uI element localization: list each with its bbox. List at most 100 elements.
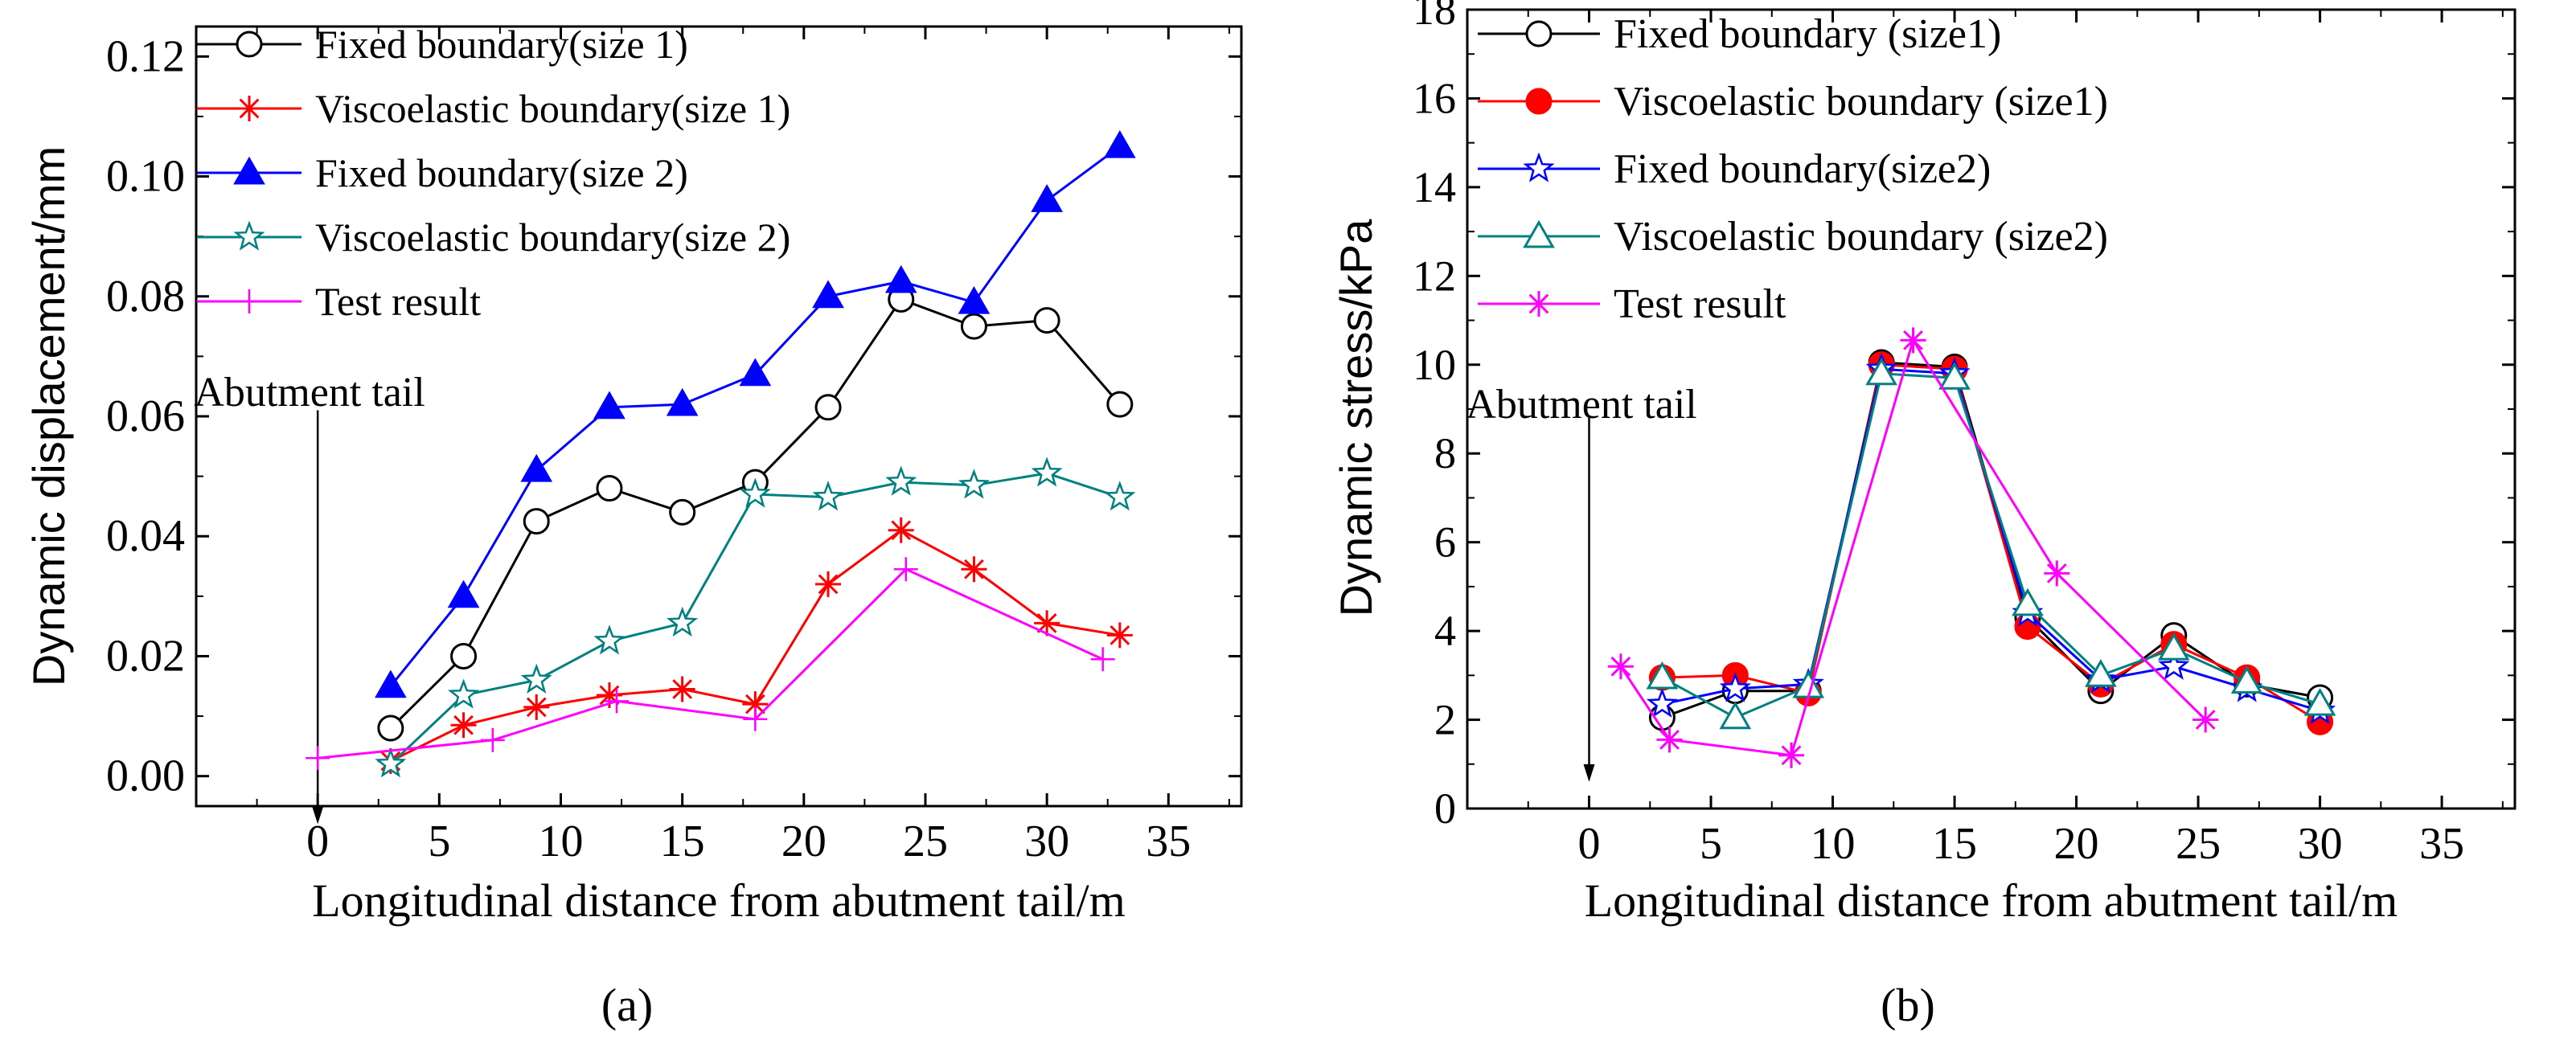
panel-b-x-tick-label: 30 bbox=[2298, 819, 2343, 869]
panel-a-legend-item: Viscoelastic boundary(size 2) bbox=[197, 215, 790, 260]
panel-b-x-tick-label: 35 bbox=[2419, 819, 2464, 869]
panel-b-x-axis-label: Longitudinal distance from abutment tail… bbox=[1585, 874, 2398, 927]
panel-b-series-line bbox=[1662, 363, 2321, 723]
panel-a-data-point bbox=[596, 682, 622, 708]
panel-a-y-tick-label: 0.06 bbox=[106, 391, 185, 441]
panel-b-series-line bbox=[1662, 367, 2321, 712]
panel-a-series-viscoelastic-boundary-size-2 bbox=[375, 456, 1136, 778]
panel-b-x-tick-label: 5 bbox=[1700, 819, 1722, 869]
panel-a-label: (a) bbox=[601, 979, 653, 1031]
panel-a-data-point bbox=[739, 477, 771, 508]
panel-b-data-point bbox=[2192, 706, 2219, 733]
panel-b-data-point bbox=[2157, 632, 2190, 661]
panel-b-legend-label: Viscoelastic boundary (size1) bbox=[1614, 79, 2108, 125]
panel-a-y-tick-label: 0.04 bbox=[106, 511, 185, 561]
panel-a-legend-item: Fixed boundary(size 1) bbox=[197, 22, 688, 67]
panel-a-data-point bbox=[523, 694, 550, 720]
panel-b-series-viscoelastic-boundary-size2 bbox=[1646, 357, 2336, 730]
panel-a-legend-marker bbox=[236, 96, 262, 121]
panel-a-data-point bbox=[593, 624, 626, 655]
panel-a-series-viscoelastic-boundary-size-1 bbox=[377, 517, 1133, 775]
panel-a-data-point bbox=[523, 508, 550, 535]
panel-a-data-point bbox=[958, 469, 990, 499]
panel-b-legend-marker bbox=[1523, 152, 1555, 182]
panel-b-data-point bbox=[1719, 672, 1751, 702]
panel-a-legend-label: Fixed boundary(size 2) bbox=[315, 150, 688, 195]
chart-panel-a: (a) 0.00 0.02 0.04 0.06 0.08 0.10 0.12 0 5 10 15 20… bbox=[23, 22, 1243, 1031]
panel-a-data-point bbox=[375, 669, 407, 698]
panel-a-legend-marker bbox=[233, 156, 265, 185]
panel-b-legend-label: Fixed boundary(size2) bbox=[1614, 146, 1991, 192]
panel-a-data-point bbox=[450, 642, 478, 669]
panel-b-y-tick-label: 12 bbox=[1413, 252, 1456, 300]
panel-b-data-point bbox=[2158, 649, 2190, 680]
panel-a-data-point bbox=[742, 691, 769, 718]
panel-a-data-point bbox=[1033, 307, 1060, 334]
panel-b-x-tick-label: 20 bbox=[2054, 819, 2099, 869]
panel-b-legend-marker bbox=[1525, 88, 1553, 115]
panel-b-data-point bbox=[1938, 362, 1971, 390]
panel-a-legend-item: Test result bbox=[197, 279, 481, 324]
panel-b-legend-label: Viscoelastic boundary (size2) bbox=[1614, 214, 2108, 260]
panel-a-data-point bbox=[1104, 129, 1136, 158]
panel-b-legend-label: Fixed boundary (size1) bbox=[1614, 11, 2001, 57]
panel-a-data-point bbox=[666, 387, 699, 416]
panel-b-y-tick-label: 8 bbox=[1434, 429, 1456, 477]
panel-a-series-fixed-boundary-size-2 bbox=[375, 129, 1136, 698]
panel-a-data-point bbox=[520, 453, 553, 482]
panel-a-data-point bbox=[1106, 622, 1133, 649]
panel-a-data-point bbox=[1106, 391, 1134, 418]
panel-a-legend: Fixed boundary(size 1) Viscoelastic bound… bbox=[197, 22, 790, 324]
panel-b-y-tick-label: 0 bbox=[1434, 784, 1456, 833]
panel-a-data-point bbox=[888, 517, 914, 543]
panel-b-data-point bbox=[1607, 653, 1634, 680]
panel-b-series-line bbox=[1661, 361, 2320, 719]
panel-a-y-tick-label: 0.10 bbox=[106, 152, 185, 202]
panel-b-x-tick-label: 10 bbox=[1811, 819, 1856, 869]
panel-b-y-tick-label: 10 bbox=[1413, 341, 1456, 389]
panel-a-x-tick-label: 0 bbox=[306, 817, 329, 866]
panel-a-x-tick-label: 20 bbox=[781, 817, 827, 866]
panel-b-series-fixed-boundary-size1 bbox=[1648, 349, 2334, 731]
panel-b-data-point bbox=[2012, 588, 2044, 616]
panel-a-legend-marker bbox=[236, 31, 263, 58]
panel-a-legend-label: Test result bbox=[315, 279, 481, 324]
panel-b-series-viscoelastic-boundary-size1 bbox=[1648, 351, 2334, 735]
panel-a-data-point bbox=[812, 280, 844, 309]
panel-a-data-point bbox=[1090, 647, 1115, 672]
panel-a-data-point bbox=[961, 556, 987, 583]
panel-b-legend-label: Test result bbox=[1614, 281, 1786, 327]
panel-b-data-point bbox=[1646, 687, 1679, 718]
panel-a-x-tick-label: 15 bbox=[660, 817, 705, 866]
panel-a-data-point bbox=[669, 676, 695, 702]
panel-a-x-tick-label: 30 bbox=[1024, 817, 1069, 866]
panel-b-label: (b) bbox=[1881, 979, 1935, 1031]
panel-b-data-point bbox=[1865, 357, 1897, 386]
panel-a-data-point bbox=[960, 313, 987, 340]
panel-b-legend-marker bbox=[1523, 219, 1555, 248]
panel-b-x-tick-label: 15 bbox=[1932, 819, 1977, 869]
panel-a-data-point bbox=[669, 498, 696, 526]
panel-a-data-point bbox=[605, 689, 630, 714]
panel-a-data-point bbox=[1031, 184, 1063, 212]
panel-b-y-tick-label: 2 bbox=[1434, 696, 1456, 744]
panel-a-data-point bbox=[480, 727, 505, 752]
panel-a-y-tick-label: 0.00 bbox=[106, 751, 185, 801]
chart-panel-b: (b) 0 2 4 6 8 10 12 14 16 18 0 5 10 15 20 25 30 35 Longitu… bbox=[1331, 0, 2517, 1031]
panel-b-annotation-text: Abutment tail bbox=[1466, 382, 1696, 428]
panel-b-data-point bbox=[1719, 701, 1752, 730]
panel-b-series-fixed-boundary-size2 bbox=[1646, 352, 2336, 725]
panel-a-series-test-result bbox=[306, 557, 1115, 771]
panel-b-x-tick-label: 0 bbox=[1578, 819, 1601, 869]
panel-a-data-point bbox=[593, 391, 626, 420]
panel-a-data-point bbox=[958, 285, 991, 314]
panel-a-legend-label: Fixed boundary(size 1) bbox=[315, 22, 688, 67]
panel-b-legend-marker bbox=[1525, 20, 1553, 47]
panel-a-x-tick-label: 25 bbox=[903, 817, 948, 866]
panel-a-data-point bbox=[375, 747, 407, 778]
panel-a-data-point bbox=[739, 358, 772, 387]
panel-b-data-point bbox=[1646, 661, 1679, 690]
panel-a-y-tick-label: 0.08 bbox=[106, 272, 185, 321]
panel-b-y-tick-label: 18 bbox=[1413, 0, 1456, 34]
